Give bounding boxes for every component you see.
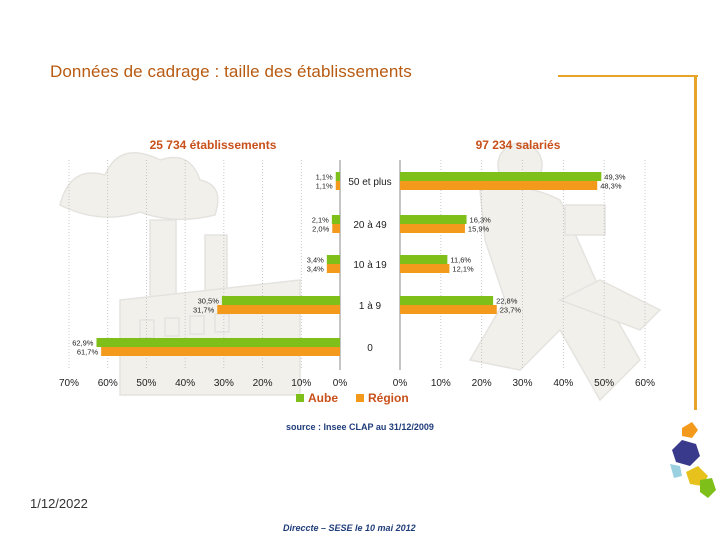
x-tick-label-left: 30% <box>214 378 234 389</box>
data-label-left: 31,7% <box>193 306 215 315</box>
data-label-left: 2,1% <box>312 216 329 225</box>
data-label-right: 11,6% <box>450 256 471 265</box>
x-tick-label-left: 20% <box>253 378 273 389</box>
data-label-left: 3,4% <box>307 265 324 274</box>
legend-swatch-aube <box>296 394 304 402</box>
slide-footer: Direccte – SESE le 10 mai 2012 <box>283 523 416 533</box>
bar-left-aube <box>221 296 340 305</box>
x-tick-label-left: 70% <box>59 378 79 389</box>
bar-right-région <box>400 181 598 190</box>
x-tick-label-left: 60% <box>98 378 118 389</box>
bar-right-région <box>400 224 465 233</box>
bar-left-aube <box>331 215 340 224</box>
region-map-logo <box>670 422 716 498</box>
source-note: source : Insee CLAP au 31/12/2009 <box>286 422 434 432</box>
category-label: 50 et plus <box>348 177 391 188</box>
data-label-left: 3,4% <box>307 256 324 265</box>
right-panel-title: 97 234 salariés <box>476 138 561 152</box>
x-tick-label-right: 60% <box>635 378 655 389</box>
bar-left-aube <box>96 338 340 347</box>
bar-right-aube <box>400 215 467 224</box>
data-label-right: 22,8% <box>496 297 518 306</box>
data-label-right: 12,1% <box>452 265 474 274</box>
category-label: 0 <box>367 343 373 354</box>
x-tick-label-right: 0% <box>393 378 408 389</box>
x-tick-label-right: 40% <box>553 378 573 389</box>
bar-left-région <box>326 264 340 273</box>
legend-label: Région <box>368 391 409 405</box>
x-tick-label-left: 10% <box>291 378 311 389</box>
x-tick-label-right: 10% <box>431 378 451 389</box>
legend-label: Aube <box>308 391 338 405</box>
data-label-left: 1,1% <box>316 182 333 191</box>
category-label: 10 à 19 <box>353 260 387 271</box>
slide-title: Données de cadrage : taille des établiss… <box>50 62 412 81</box>
data-label-left: 61,7% <box>77 348 99 357</box>
data-label-left: 2,0% <box>312 225 329 234</box>
category-label: 20 à 49 <box>353 220 387 231</box>
data-label-right: 16,3% <box>470 216 492 225</box>
bar-left-région <box>332 224 340 233</box>
slide-date: 1/12/2022 <box>30 496 88 511</box>
bar-right-région <box>400 305 497 314</box>
data-label-left: 62,9% <box>72 339 94 348</box>
data-label-left: 30,5% <box>198 297 220 306</box>
bar-left-région <box>101 347 340 356</box>
bar-right-aube <box>400 255 448 264</box>
x-tick-label-right: 20% <box>472 378 492 389</box>
data-label-left: 1,1% <box>316 173 333 182</box>
x-tick-label-right: 50% <box>594 378 614 389</box>
bar-left-aube <box>335 172 340 181</box>
data-label-right: 48,3% <box>600 182 622 191</box>
left-panel-title: 25 734 établissements <box>150 138 277 152</box>
bar-right-région <box>400 264 450 273</box>
frame-line-vertical <box>694 75 697 410</box>
bar-left-aube <box>326 255 340 264</box>
data-label-right: 15,9% <box>468 225 490 234</box>
bar-left-région <box>335 181 340 190</box>
x-tick-label-left: 50% <box>136 378 156 389</box>
category-label: 1 à 9 <box>359 301 382 312</box>
x-tick-label-right: 30% <box>512 378 532 389</box>
frame-line-horizontal <box>558 75 698 77</box>
data-label-right: 49,3% <box>604 173 626 182</box>
bar-right-aube <box>400 296 494 305</box>
x-tick-label-left: 0% <box>333 378 348 389</box>
bar-right-aube <box>400 172 602 181</box>
x-tick-label-left: 40% <box>175 378 195 389</box>
legend-swatch-région <box>356 394 364 402</box>
bar-left-région <box>217 305 340 314</box>
data-label-right: 23,7% <box>500 306 522 315</box>
